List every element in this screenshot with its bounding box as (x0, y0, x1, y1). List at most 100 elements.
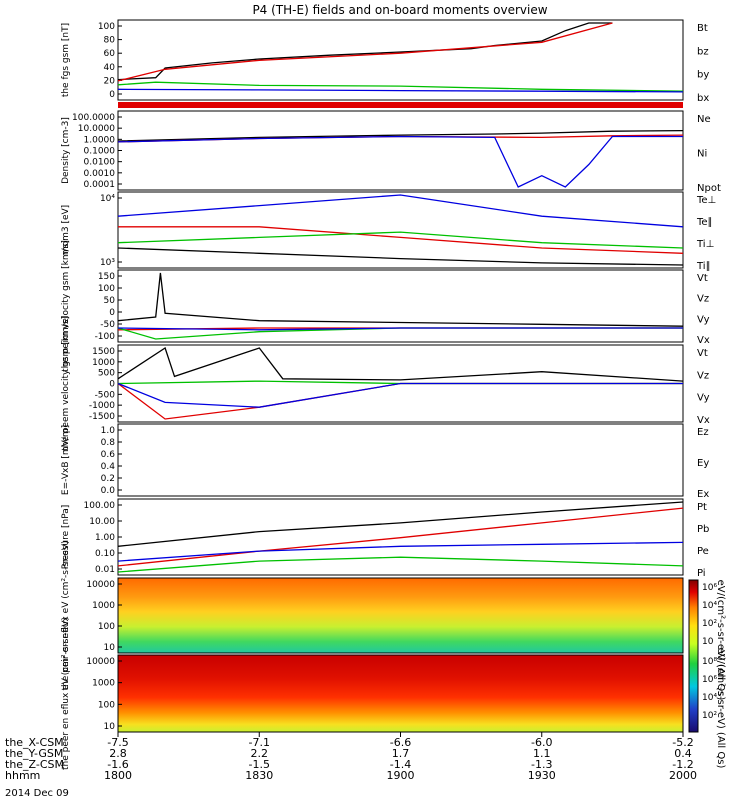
x-axis-row-label: the_Y-GSM (5, 747, 63, 760)
series-line (117, 346, 684, 382)
panel-frame (117, 577, 684, 654)
legend-item: Vz (697, 294, 709, 305)
legend-item: bx (697, 93, 709, 104)
x-tick-label: -1.6 (107, 758, 128, 771)
x-tick-label: -1.2 (672, 758, 693, 771)
y-axis-label: E=-VxB [mV/m] (61, 425, 71, 495)
colorbar-ticks: 10⁶ 10⁴ 10² 10 10⁸ 10⁶ 10⁴ 10² (702, 583, 717, 721)
y-tick-label: 100.0000 (72, 113, 115, 123)
y-tick-label: 100 (98, 622, 115, 632)
y-tick-label: 0.0 (101, 486, 116, 496)
panel-frame (117, 269, 684, 343)
y-tick-label: 0.01 (95, 565, 115, 575)
colorbar-tick: 10⁴ (702, 693, 717, 703)
series-line (117, 327, 683, 331)
series-line (117, 382, 683, 420)
y-tick-label: 10.0000 (78, 124, 115, 134)
y-tick-label: 0 (109, 380, 115, 390)
panel-frame (117, 19, 684, 101)
legend-item: Ez (697, 427, 709, 438)
figure-title: P4 (TH-E) fields and on-board moments ov… (252, 3, 547, 17)
legend-item: Vy (697, 393, 710, 404)
x-tick-label: 1800 (104, 769, 132, 782)
date-footer: 2014 Dec 09 (5, 788, 69, 799)
panel-8: 10000 1000 100 10 the peir en eflux eV (cm²-… (61, 541, 684, 691)
series-line (117, 135, 683, 188)
y-tick-label: 10000 (86, 580, 115, 590)
y-tick-label: 0.0010 (84, 169, 116, 179)
y-tick-label: 0.1000 (84, 147, 116, 157)
y-tick-label: 1000 (92, 679, 115, 689)
legend-item: Te∥ (696, 217, 713, 228)
legend-item: Vt (697, 273, 708, 284)
legend-item: Pe (697, 546, 709, 557)
x-axis-labels: the_X-CSM -7.5 -7.1 -6.6 -6.0 -5.2 the_Y-GSM 2.… (5, 732, 697, 782)
series-line (118, 226, 684, 254)
panel-9: 10000 1000 100 10 the peer en eflux eV (cm²-… (61, 617, 684, 770)
x-tick-label: -1.5 (249, 758, 270, 771)
series-line (117, 501, 684, 547)
panel-frame (117, 191, 684, 269)
y-axis-label: the peem velocity gsm [km/s] (61, 316, 71, 451)
y-tick-label: 500 (98, 369, 115, 379)
y-tick-label: 10.00 (89, 517, 115, 527)
legend-item: Pi (697, 568, 706, 579)
legend-item: Pb (697, 524, 709, 535)
y-tick-label: 1000 (92, 601, 115, 611)
panel-4: 150 100 50 0 -50 -100 the peim velocity gsm [k… (61, 240, 710, 372)
colorbar-label-bottom: eV/(cm²-s-sr-eV) (All Qs) (715, 648, 726, 769)
heatmap-fill (118, 578, 683, 653)
y-tick-label: -50 (100, 320, 115, 330)
x-tick-label: 1900 (387, 769, 415, 782)
y-tick-label: 0.2 (101, 474, 115, 484)
legend-item: Vt (697, 348, 708, 359)
legend-item: bz (697, 46, 709, 57)
series-line (117, 194, 684, 228)
y-tick-label: 10⁴ (100, 194, 115, 204)
x-tick-label: -1.3 (531, 758, 552, 771)
colorbar-tick: 10⁶ (702, 583, 717, 593)
legend-item: Ni (697, 149, 707, 160)
y-tick-label: 80 (104, 36, 116, 46)
y-axis-label: mom3 [eV] (61, 205, 71, 255)
legend-item: Ne (697, 114, 711, 125)
y-tick-label: 1.0000 (84, 135, 116, 145)
series-line (117, 88, 684, 93)
y-tick-label: 0.6 (101, 450, 116, 460)
colorbar-tick: 10² (702, 619, 717, 629)
x-tick-label: 1.7 (392, 747, 410, 760)
panel-3: 10⁴ 10³ mom3 [eV] Te⊥ Te∥ Ti⊥ Ti∥ (61, 191, 716, 272)
series-line (117, 129, 684, 142)
y-tick-label: 150 (98, 272, 115, 282)
y-tick-label: 10³ (100, 258, 115, 268)
y-tick-label: 0 (109, 308, 115, 318)
panel-6: 1.0 0.8 0.6 0.4 0.2 0.0 E=-VxB [mV/m] Ez Ey Ex (61, 423, 709, 500)
legend-item: by (697, 70, 709, 81)
legend-item: Ey (697, 458, 709, 469)
colorbar-tick: 10² (702, 711, 717, 721)
colorbar-tick: 10⁶ (702, 675, 717, 685)
legend-item: Ti∥ (696, 261, 711, 272)
series-line (117, 231, 684, 249)
x-tick-label: 0.4 (674, 747, 692, 760)
y-axis-label: the peer en eflux eV (cm²-s-sr-eV) (61, 617, 71, 770)
series-line (117, 247, 684, 266)
legend-item: Bt (697, 23, 708, 34)
x-tick-label: 1.1 (533, 747, 551, 760)
legend-item: Vy (697, 314, 710, 325)
colorbar-tick: 10 (702, 637, 714, 647)
y-tick-label: -1000 (89, 401, 115, 411)
x-tick-label: 2000 (669, 769, 697, 782)
legend-item: Vx (697, 415, 710, 426)
colorbar (688, 579, 699, 733)
y-tick-label: 0.10 (95, 549, 115, 559)
y-axis-label: the peir en eflux eV (cm²-s-sr-eV) (61, 541, 71, 691)
y-tick-label: 0 (109, 90, 115, 100)
x-tick-label: -7.5 (107, 736, 128, 749)
y-axis-label: the peim velocity gsm [km/s] (61, 240, 71, 372)
y-tick-label: -1500 (89, 412, 115, 422)
y-axis-label: Pressure [nPa] (61, 505, 71, 570)
y-tick-label: 0.0001 (84, 180, 116, 190)
red-status-band (118, 102, 683, 108)
